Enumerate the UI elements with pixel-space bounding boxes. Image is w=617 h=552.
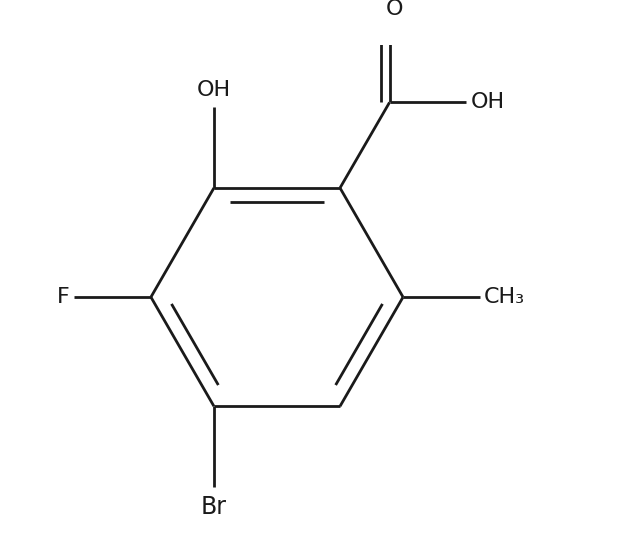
Text: OH: OH xyxy=(471,92,505,113)
Text: F: F xyxy=(57,287,70,307)
Text: O: O xyxy=(385,0,403,19)
Text: Br: Br xyxy=(201,495,227,518)
Text: OH: OH xyxy=(197,79,231,100)
Text: CH₃: CH₃ xyxy=(484,287,525,307)
